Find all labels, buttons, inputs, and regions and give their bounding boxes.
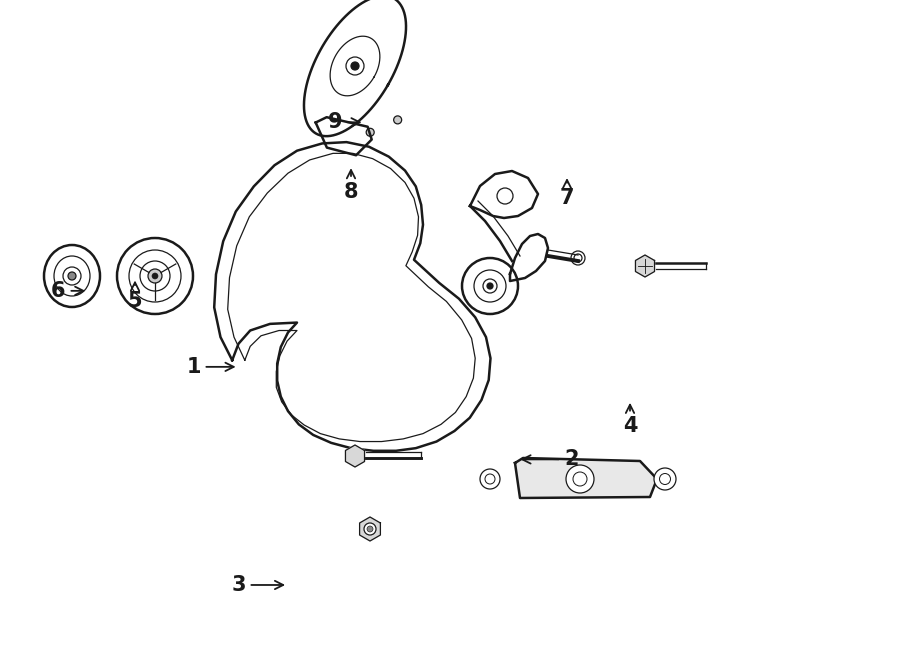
Text: 6: 6 (51, 281, 84, 301)
Circle shape (487, 283, 493, 289)
Circle shape (148, 269, 162, 283)
Text: 5: 5 (128, 282, 142, 311)
Text: 2: 2 (522, 449, 579, 469)
Text: 9: 9 (328, 112, 360, 132)
Text: 7: 7 (560, 180, 574, 208)
Circle shape (366, 128, 374, 136)
Circle shape (152, 273, 158, 279)
Text: 1: 1 (186, 357, 234, 377)
Circle shape (68, 272, 76, 280)
Polygon shape (635, 255, 654, 277)
Text: 4: 4 (623, 405, 637, 436)
Circle shape (364, 523, 376, 535)
Circle shape (367, 526, 373, 532)
Polygon shape (515, 458, 657, 498)
Polygon shape (360, 517, 381, 541)
Polygon shape (346, 445, 365, 467)
Circle shape (480, 469, 500, 489)
Circle shape (351, 62, 359, 70)
Text: 3: 3 (231, 575, 284, 595)
Text: 8: 8 (344, 170, 358, 202)
Circle shape (566, 465, 594, 493)
Circle shape (393, 116, 401, 124)
Circle shape (654, 468, 676, 490)
